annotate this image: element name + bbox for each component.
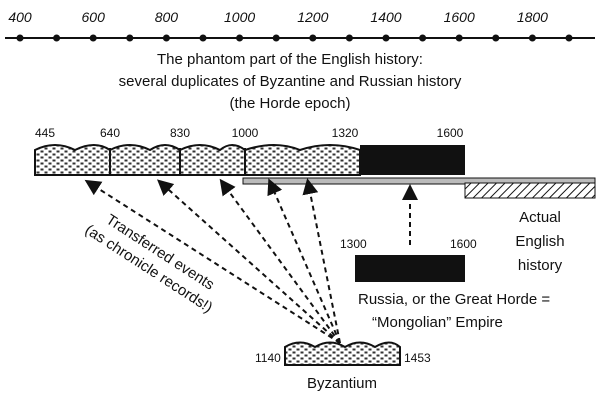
russia-start: 1300 — [340, 237, 367, 251]
byzantium-start: 1140 — [255, 351, 281, 365]
axis-dot — [565, 34, 573, 42]
axis-dot — [492, 34, 500, 42]
english-bar-labels: 445 640 830 1000 1320 1600 — [35, 126, 464, 140]
transfer-arrows — [84, 178, 341, 344]
year-label: 445 — [35, 126, 55, 140]
actual-english-label: Actual — [519, 209, 561, 226]
byzantium-end: 1453 — [404, 351, 431, 365]
year-label: 1000 — [232, 126, 259, 140]
title-line: The phantom part of the English history: — [157, 51, 423, 68]
axis-dot — [382, 34, 390, 42]
actual-english-label: English — [515, 233, 564, 250]
year-label: 830 — [170, 126, 190, 140]
byzantium-label: Byzantium — [307, 375, 377, 392]
axis-dots — [16, 34, 573, 42]
actual-english-bar — [464, 182, 596, 199]
axis-dot — [272, 34, 280, 42]
tick-label: 1800 — [517, 9, 548, 25]
tick-label: 600 — [82, 9, 106, 25]
axis-dot — [528, 34, 536, 42]
russia-end: 1600 — [450, 237, 477, 251]
axis-dot — [53, 34, 61, 42]
axis-dot — [199, 34, 207, 42]
tick-label: 800 — [155, 9, 179, 25]
horde-bar — [360, 145, 465, 175]
axis-ticks: 400 600 800 1000 1200 1400 1600 1800 — [8, 9, 548, 25]
title-line: (the Horde epoch) — [230, 95, 351, 112]
tick-label: 1600 — [444, 9, 475, 25]
russia-bar — [355, 255, 465, 282]
axis-dot — [162, 34, 170, 42]
axis-dot — [126, 34, 134, 42]
russia-caption: “Mongolian” Empire — [372, 314, 503, 331]
axis-dot — [16, 34, 24, 42]
axis-dot — [455, 34, 463, 42]
year-label: 640 — [100, 126, 120, 140]
axis-dot — [309, 34, 317, 42]
russia-caption: Russia, or the Great Horde = — [358, 291, 550, 308]
year-label: 1600 — [437, 126, 464, 140]
tick-label: 1000 — [224, 9, 255, 25]
title-line: several duplicates of Byzantine and Russ… — [119, 73, 462, 90]
axis-dot — [89, 34, 97, 42]
axis-dot — [419, 34, 427, 42]
tick-label: 1200 — [297, 9, 328, 25]
tick-label: 1400 — [370, 9, 401, 25]
year-label: 1320 — [332, 126, 359, 140]
phantom-bar — [34, 144, 361, 176]
english-line — [242, 177, 596, 185]
tick-label: 400 — [8, 9, 32, 25]
byzantium-bar — [284, 341, 401, 366]
axis-dot — [236, 34, 244, 42]
actual-english-label: history — [518, 257, 563, 274]
axis-dot — [345, 34, 353, 42]
